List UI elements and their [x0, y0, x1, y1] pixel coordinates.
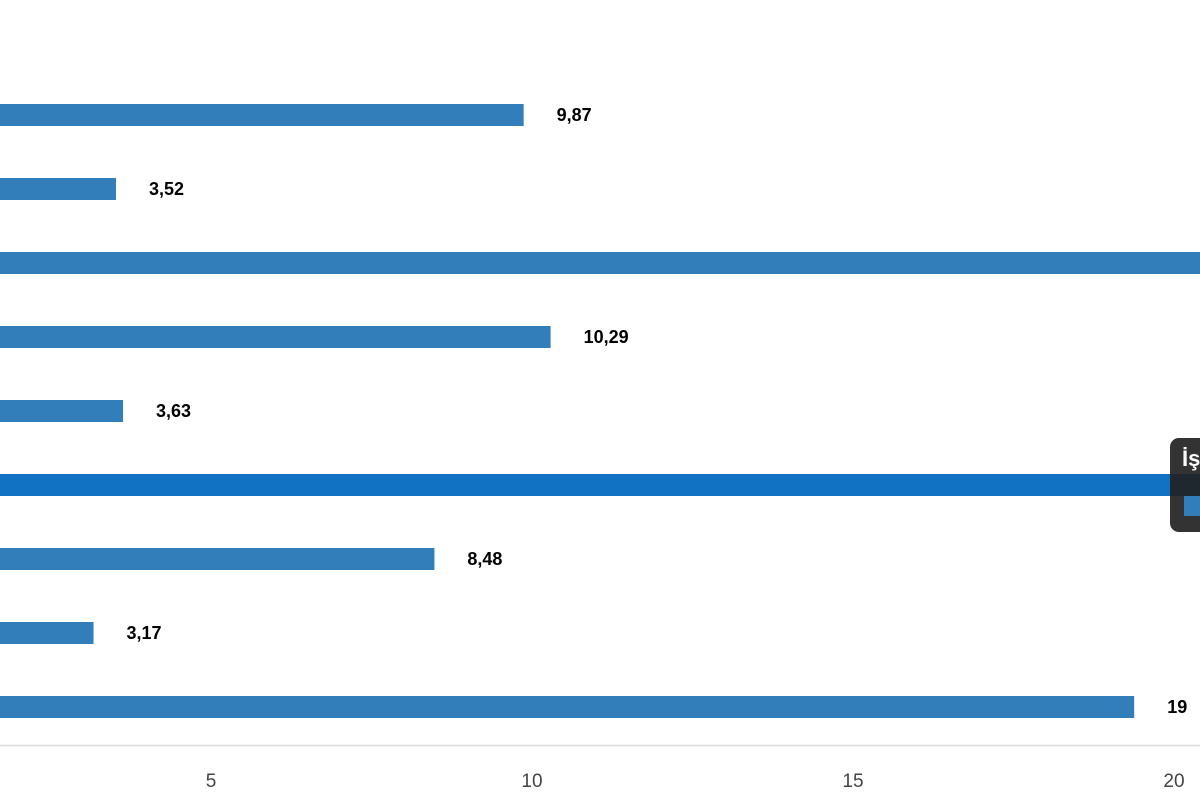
x-tick-label: 5	[206, 771, 217, 792]
bar	[0, 400, 124, 422]
data-label: 19	[1167, 697, 1187, 717]
data-label: 3,63	[156, 401, 191, 421]
bar	[0, 622, 94, 644]
data-label: 10,29	[584, 327, 629, 347]
tooltip-title: İş	[1182, 446, 1200, 471]
data-label: 9,87	[557, 105, 592, 125]
tooltip-series-swatch	[1184, 496, 1200, 516]
bar	[0, 548, 435, 570]
data-label: 8,48	[467, 549, 502, 569]
x-tick-label: 20	[1163, 771, 1184, 792]
bar	[0, 178, 116, 200]
x-tick-label: 10	[521, 771, 542, 792]
bar	[0, 326, 551, 348]
x-tick-label: 15	[842, 771, 863, 792]
bar	[0, 104, 524, 126]
bar	[0, 696, 1135, 718]
data-label: 3,17	[127, 623, 162, 643]
data-label: 3,52	[149, 179, 184, 199]
bar	[0, 252, 1200, 274]
bar	[0, 474, 1200, 496]
tooltip: İş	[1170, 438, 1200, 532]
